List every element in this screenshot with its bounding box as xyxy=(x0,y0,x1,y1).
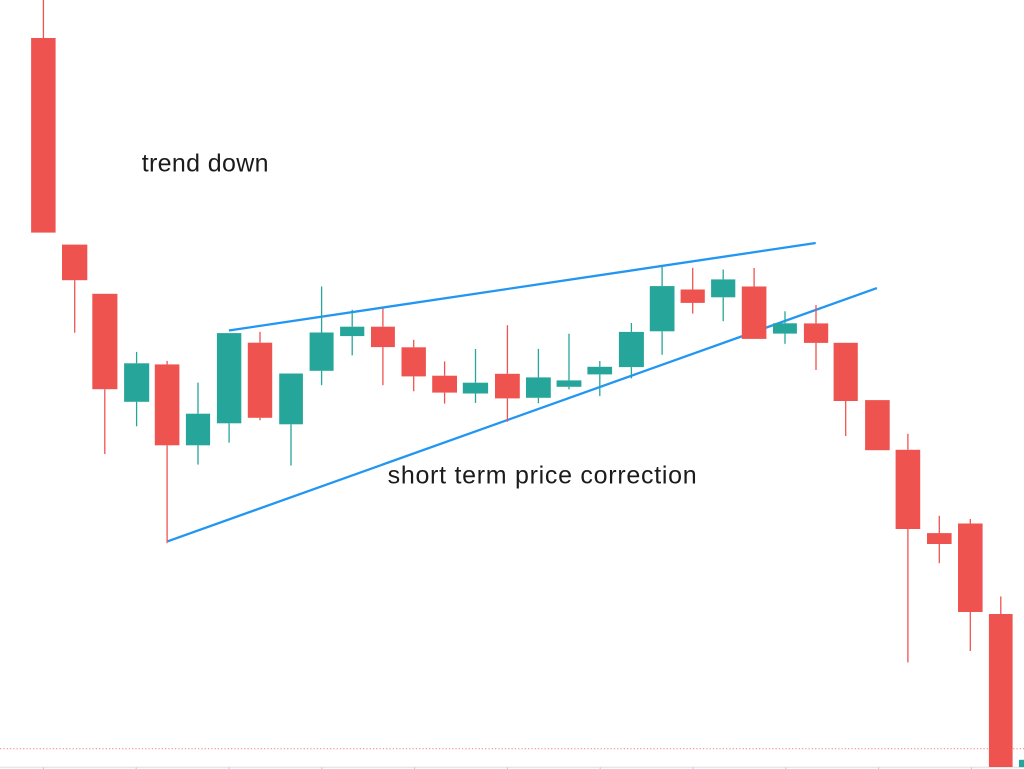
svg-text:short term price correction: short term price correction xyxy=(388,462,698,490)
svg-text:trend down: trend down xyxy=(142,149,269,177)
